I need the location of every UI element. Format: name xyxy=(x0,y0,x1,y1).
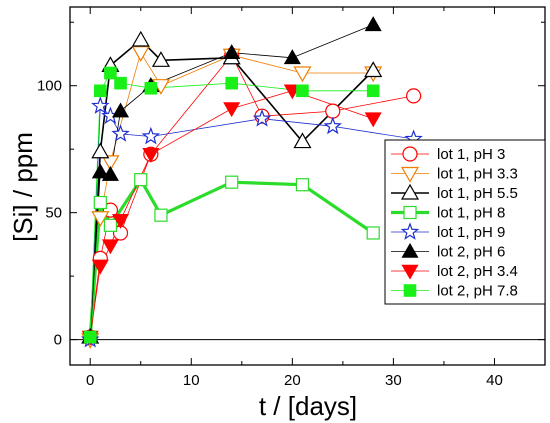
data-point-s4-p3 xyxy=(103,218,118,232)
x-tick-label: 20 xyxy=(284,372,301,389)
data-point-s2-p3 xyxy=(101,155,120,172)
legend: lot 1, pH 3 lot 1, pH 3.3 lot 1, pH 5.5 lot… xyxy=(384,139,546,305)
data-point-s6-p4 xyxy=(112,102,130,118)
legend-marker xyxy=(401,264,419,280)
y-tick-label: 50 xyxy=(45,205,62,222)
data-point-s8-p3 xyxy=(104,66,117,80)
legend-label: lot 1, pH 3 xyxy=(437,146,505,163)
x-axis-title: t / [days] xyxy=(259,391,357,421)
data-point-s4-p8 xyxy=(366,226,380,240)
data-point-s3-p8 xyxy=(364,61,383,78)
plot-area xyxy=(70,16,545,349)
legend-label: lot 2, pH 7.8 xyxy=(437,283,518,300)
data-point-s4-p6 xyxy=(225,175,239,189)
data-point-s5-p7 xyxy=(323,116,343,135)
y-tick-label: 0 xyxy=(54,332,62,349)
data-point-s5-p2 xyxy=(91,96,110,114)
data-point-s7-p8 xyxy=(364,112,382,128)
data-point-s8-p8 xyxy=(366,84,380,98)
data-point-s6-p7 xyxy=(283,49,301,65)
y-axis-title: [Si] / ppm xyxy=(8,132,38,242)
data-point-s8-p4 xyxy=(114,76,127,90)
legend-marker xyxy=(400,222,420,240)
data-point-s3-p7 xyxy=(293,132,312,149)
data-point-s4-p5 xyxy=(154,208,168,222)
legend-marker xyxy=(400,166,420,183)
data-point-s6-p8 xyxy=(364,16,382,32)
data-point-s2-p4 xyxy=(131,46,150,62)
y-tick-label: 100 xyxy=(37,78,62,95)
legend-label: lot 2, pH 6 xyxy=(437,244,505,261)
data-point-s7-p2 xyxy=(91,259,109,275)
data-point-s3-p4 xyxy=(131,30,150,47)
data-point-s8-p7 xyxy=(296,84,309,98)
x-tick-label: 40 xyxy=(486,372,503,389)
legend-label: lot 1, pH 8 xyxy=(437,205,505,222)
data-point-s6-p2 xyxy=(91,163,109,179)
data-point-s7-p5 xyxy=(142,147,160,163)
data-point-s3-p5 xyxy=(151,51,170,67)
data-point-s8-p5 xyxy=(144,81,158,95)
data-point-s5-p6 xyxy=(252,109,272,127)
legend-marker xyxy=(403,205,417,220)
data-point-s5-p4 xyxy=(111,124,130,142)
data-point-s7-p3 xyxy=(101,239,119,255)
data-point-s6-p3 xyxy=(101,165,119,181)
data-point-s7-p4 xyxy=(112,213,130,229)
data-point-s1-p8 xyxy=(325,103,341,119)
legend-marker xyxy=(403,284,417,297)
legend-marker xyxy=(402,146,418,162)
data-point-s2-p2 xyxy=(91,211,110,227)
data-point-s7-p6 xyxy=(223,102,241,118)
data-point-s2-p7 xyxy=(293,66,312,83)
legend-marker xyxy=(401,242,419,258)
legend-marker xyxy=(400,183,420,200)
data-point-s8-p6 xyxy=(225,76,239,90)
x-tick-label: 0 xyxy=(86,372,94,389)
data-point-s4-p7 xyxy=(295,178,310,192)
data-point-s8-p1 xyxy=(83,330,97,344)
series-line-3 xyxy=(89,39,374,338)
data-point-s1-p9 xyxy=(406,88,422,104)
legend-label: lot 1, pH 5.5 xyxy=(437,185,518,202)
x-tick-label: 30 xyxy=(385,372,402,389)
data-point-s5-p5 xyxy=(141,126,161,145)
legend-label: lot 1, pH 3.3 xyxy=(437,166,518,183)
data-point-s4-p4 xyxy=(134,173,148,187)
legend-label: lot 1, pH 9 xyxy=(437,224,505,241)
data-point-s3-p2 xyxy=(91,142,110,159)
x-tick-label: 10 xyxy=(183,372,200,389)
data-point-s8-p2 xyxy=(94,84,107,98)
data-point-s6-p6 xyxy=(223,44,241,60)
legend-label: lot 2, pH 3.4 xyxy=(437,263,518,280)
data-point-s4-p2 xyxy=(93,195,107,210)
